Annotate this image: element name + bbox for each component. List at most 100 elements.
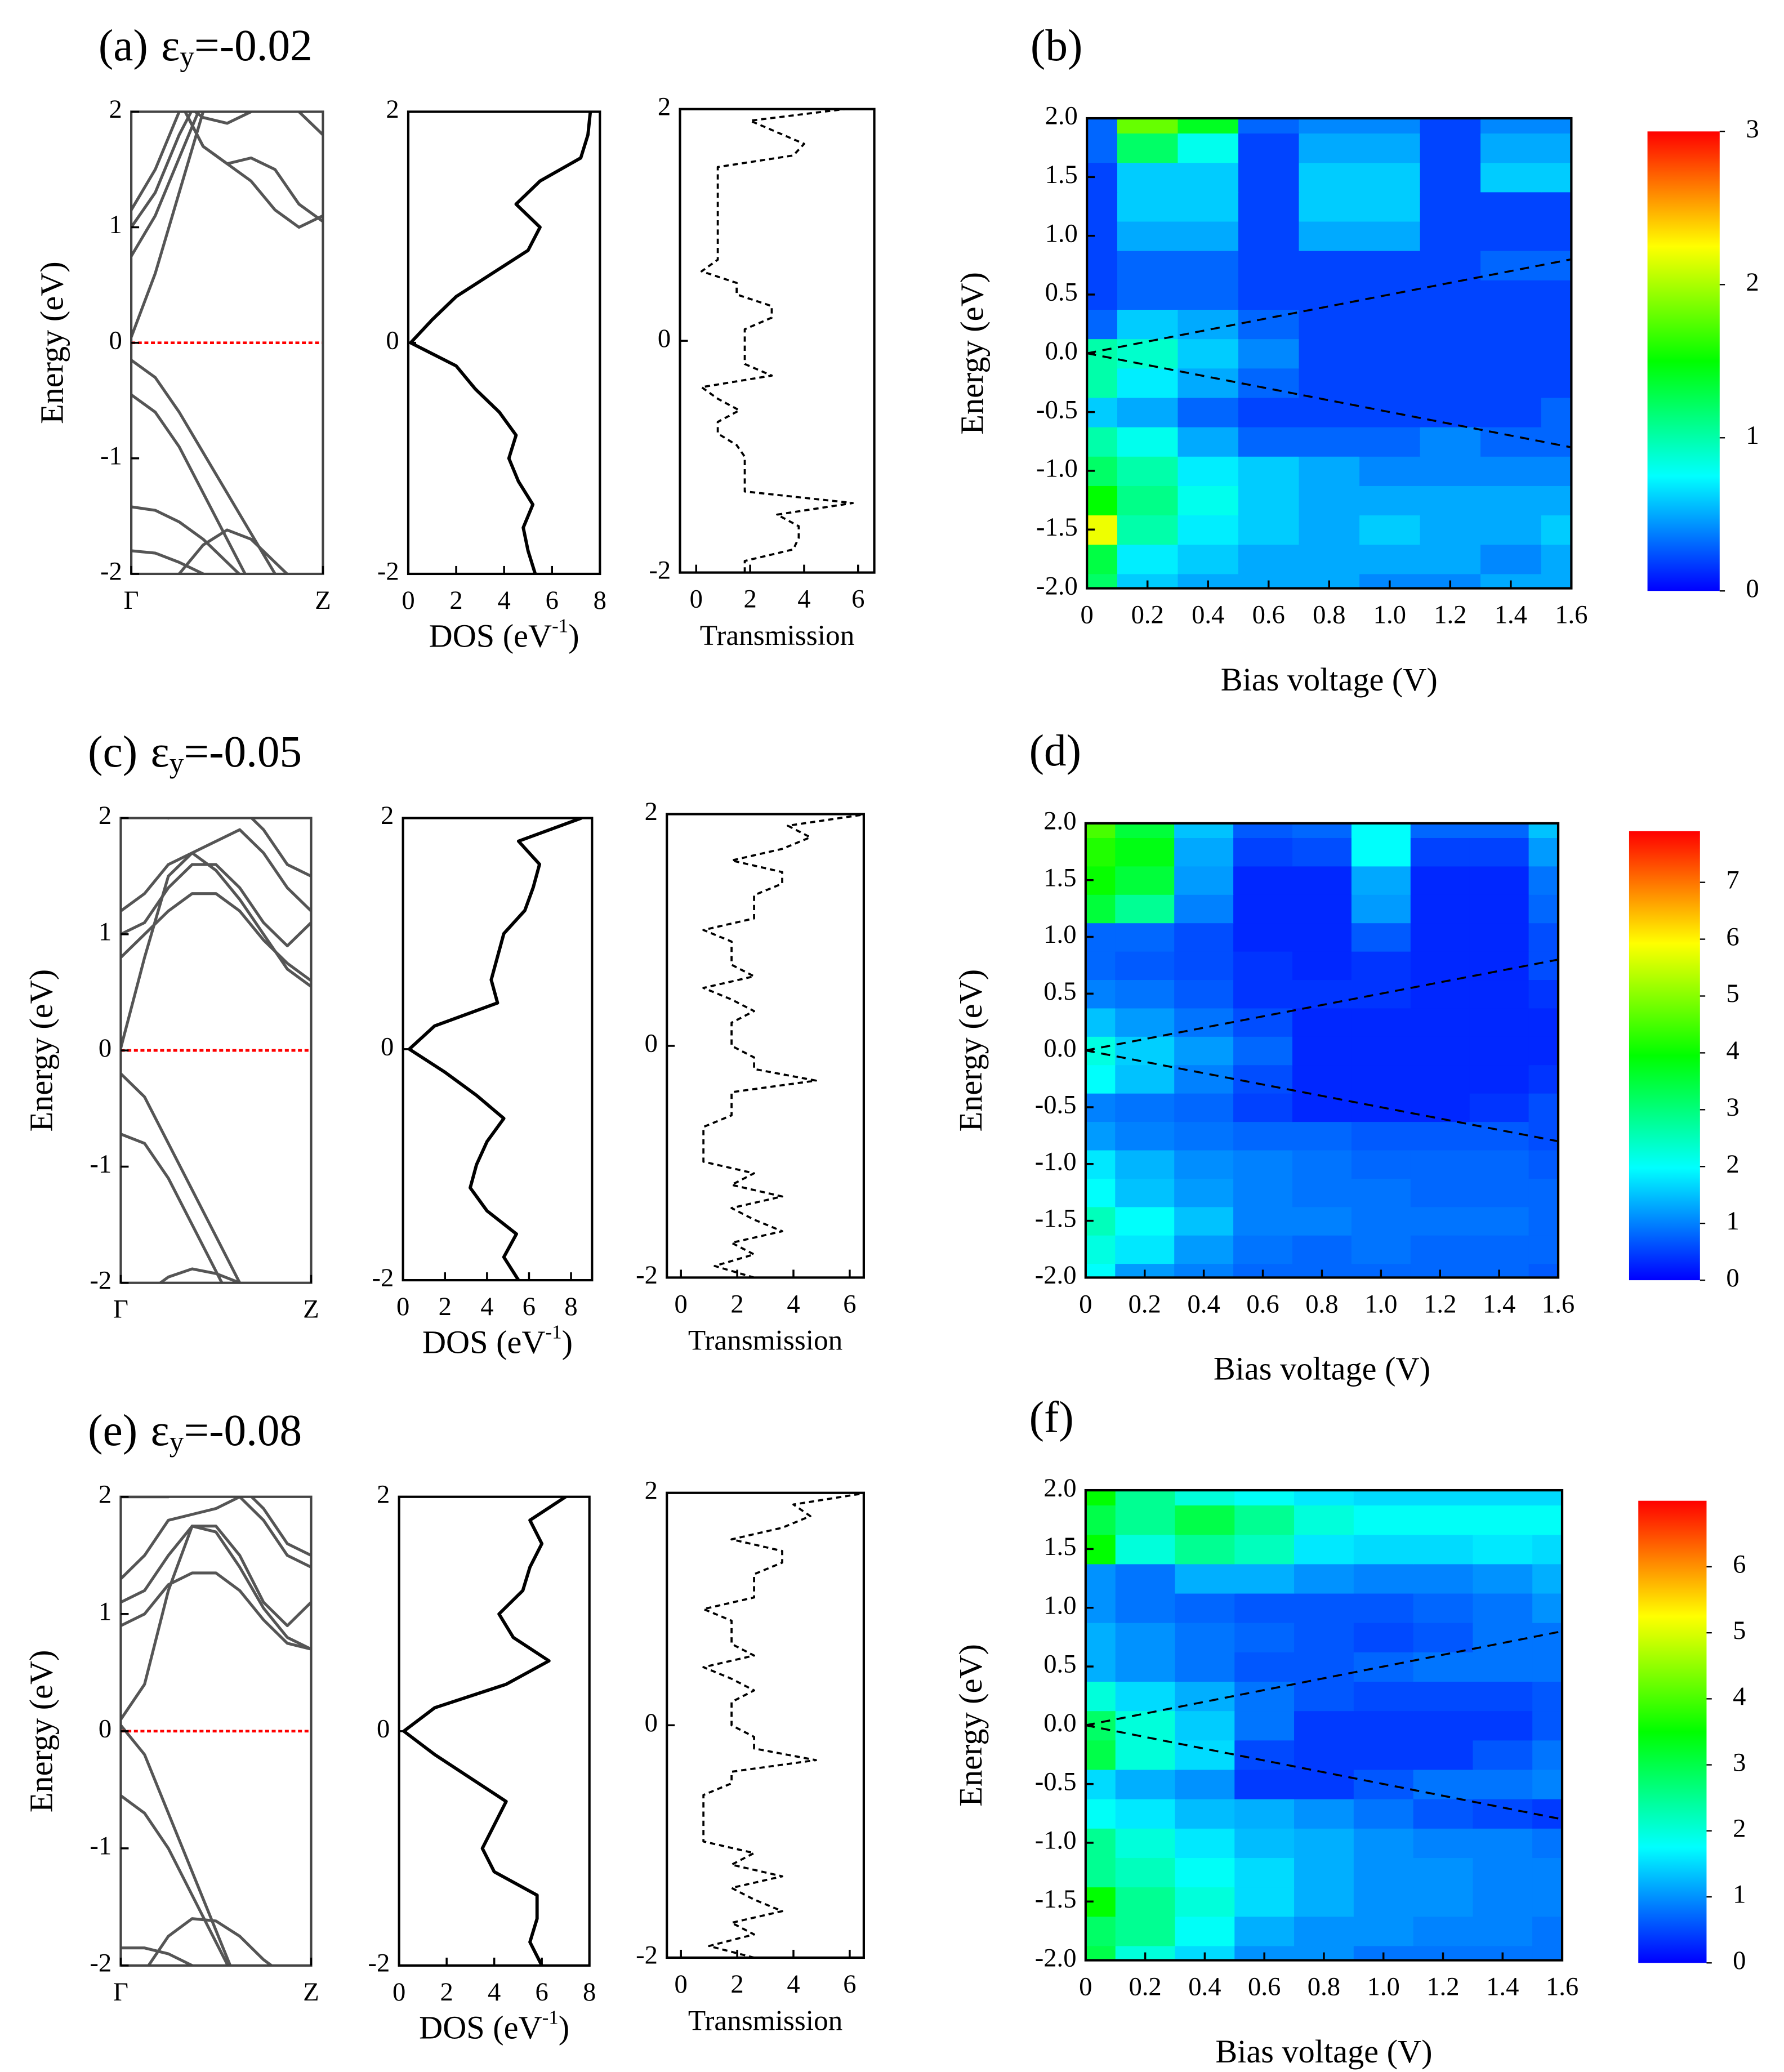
heat-cell [1178, 338, 1239, 369]
heat-cell [1359, 191, 1421, 222]
x-tick-label: 0 [396, 1292, 409, 1321]
heat-cell [1175, 1593, 1236, 1623]
heat-cell [1294, 1769, 1354, 1799]
heat-cell [1087, 426, 1118, 457]
plot-area [131, 112, 323, 574]
heat-cell [1117, 338, 1179, 369]
heat-cell [1299, 426, 1360, 457]
heat-cell [1413, 1740, 1474, 1770]
dos-line [402, 1496, 567, 1966]
band-line [183, 112, 323, 223]
heat-cell [1480, 368, 1542, 398]
colorbar-tick-label: 0 [1746, 574, 1759, 603]
heat-cell [1292, 923, 1352, 952]
heat-cell [1234, 1769, 1295, 1799]
y-tick-label: 2 [99, 801, 112, 830]
heat-cell [1292, 951, 1352, 981]
band-line [121, 1525, 311, 1721]
heat-cell [1174, 951, 1234, 981]
heat-cell [1541, 397, 1572, 427]
heat-cell [1115, 866, 1175, 895]
heat-cell [1359, 162, 1421, 193]
bias-window-line [1087, 258, 1572, 355]
heat-cell [1115, 1916, 1176, 1946]
heat-cell [1085, 1121, 1116, 1151]
heat-cell [1469, 979, 1529, 1009]
heat-cell [1420, 118, 1482, 134]
heat-cell [1420, 191, 1482, 222]
heat-cell [1087, 485, 1118, 516]
heat-cell [1087, 191, 1118, 222]
heat-cell [1085, 951, 1116, 981]
heat-cell [1115, 1149, 1175, 1179]
heat-cell [1115, 1036, 1175, 1066]
y-tick-label: -2 [377, 557, 399, 586]
y-tick-label: 2 [109, 95, 122, 124]
heat-cell [1238, 397, 1300, 427]
heat-cell [1175, 1490, 1236, 1506]
heat-cell [1480, 515, 1542, 545]
heat-cell [1292, 837, 1352, 867]
heat-cell [1410, 979, 1470, 1009]
x-tick-label: 0 [402, 586, 414, 615]
heat-cell [1115, 1178, 1175, 1207]
heat-cell [1410, 894, 1470, 924]
x-tick-label: 4 [787, 1289, 800, 1318]
heat-cell [1175, 1798, 1236, 1829]
heat-cell [1413, 1798, 1474, 1829]
heat-cell [1117, 133, 1179, 163]
x-tick-label: 2 [730, 1969, 743, 1999]
heat-cell [1115, 1828, 1176, 1858]
heat-cell [1469, 837, 1529, 867]
panel-title: (d) [1029, 726, 1081, 776]
heat-cell [1413, 1828, 1474, 1858]
y-tick-label: -2 [90, 1949, 112, 1978]
heat-cell [1413, 1710, 1474, 1741]
heat-cell [1233, 1093, 1293, 1122]
plot-area [1087, 118, 1572, 589]
heat-cell [1085, 1064, 1116, 1094]
x-tick-label: Z [303, 1295, 319, 1324]
heat-cell [1117, 279, 1179, 310]
heat-cell [1233, 1235, 1293, 1264]
x-tick-label: 1.2 [1426, 1972, 1459, 2002]
y-tick-label: -0.5 [1035, 1767, 1077, 1796]
heat-cell [1469, 1235, 1529, 1264]
heat-cell [1351, 866, 1411, 895]
heat-cell [1541, 515, 1572, 545]
heat-cell [1532, 1563, 1563, 1594]
colorbar-tick-label: 1 [1733, 1880, 1746, 1909]
x-tick-label: 0.4 [1192, 600, 1224, 630]
heat-cell [1174, 894, 1234, 924]
heat-cell [1085, 1505, 1116, 1535]
y-tick-label: 0 [386, 326, 399, 355]
heat-cell [1087, 573, 1118, 589]
heat-cell [1359, 368, 1421, 398]
band-line [131, 112, 181, 211]
y-tick-label: -1.0 [1036, 454, 1078, 483]
heat-cell [1085, 1681, 1116, 1712]
heat-cell [1528, 1008, 1559, 1037]
y-tick-label: 0 [99, 1714, 112, 1744]
heat-cell [1541, 456, 1572, 486]
colorbar-tick-label: 4 [1726, 1036, 1739, 1065]
y-tick-label: 2 [645, 797, 658, 826]
bias-window-line [1085, 959, 1559, 1051]
heat-cell [1115, 823, 1175, 838]
heat-cell [1528, 951, 1559, 981]
heat-cell [1085, 1263, 1116, 1278]
heat-cell [1480, 279, 1542, 310]
heat-cell [1174, 979, 1234, 1009]
heat-cell [1480, 309, 1542, 340]
heat-cell [1115, 1235, 1175, 1264]
y-tick-label: 0 [645, 1708, 658, 1737]
heat-cell [1528, 1121, 1559, 1151]
heat-cell [1541, 221, 1572, 251]
colorbar-tick-label: 6 [1733, 1550, 1746, 1579]
y-tick-label: 0 [99, 1033, 112, 1063]
y-tick-label: 2.0 [1045, 101, 1078, 131]
x-axis-label-end: ) [559, 2009, 569, 2046]
x-tick-label: 0.6 [1252, 600, 1285, 630]
y-axis-label: Energy (eV) [23, 1650, 60, 1813]
heat-cell [1480, 544, 1542, 574]
